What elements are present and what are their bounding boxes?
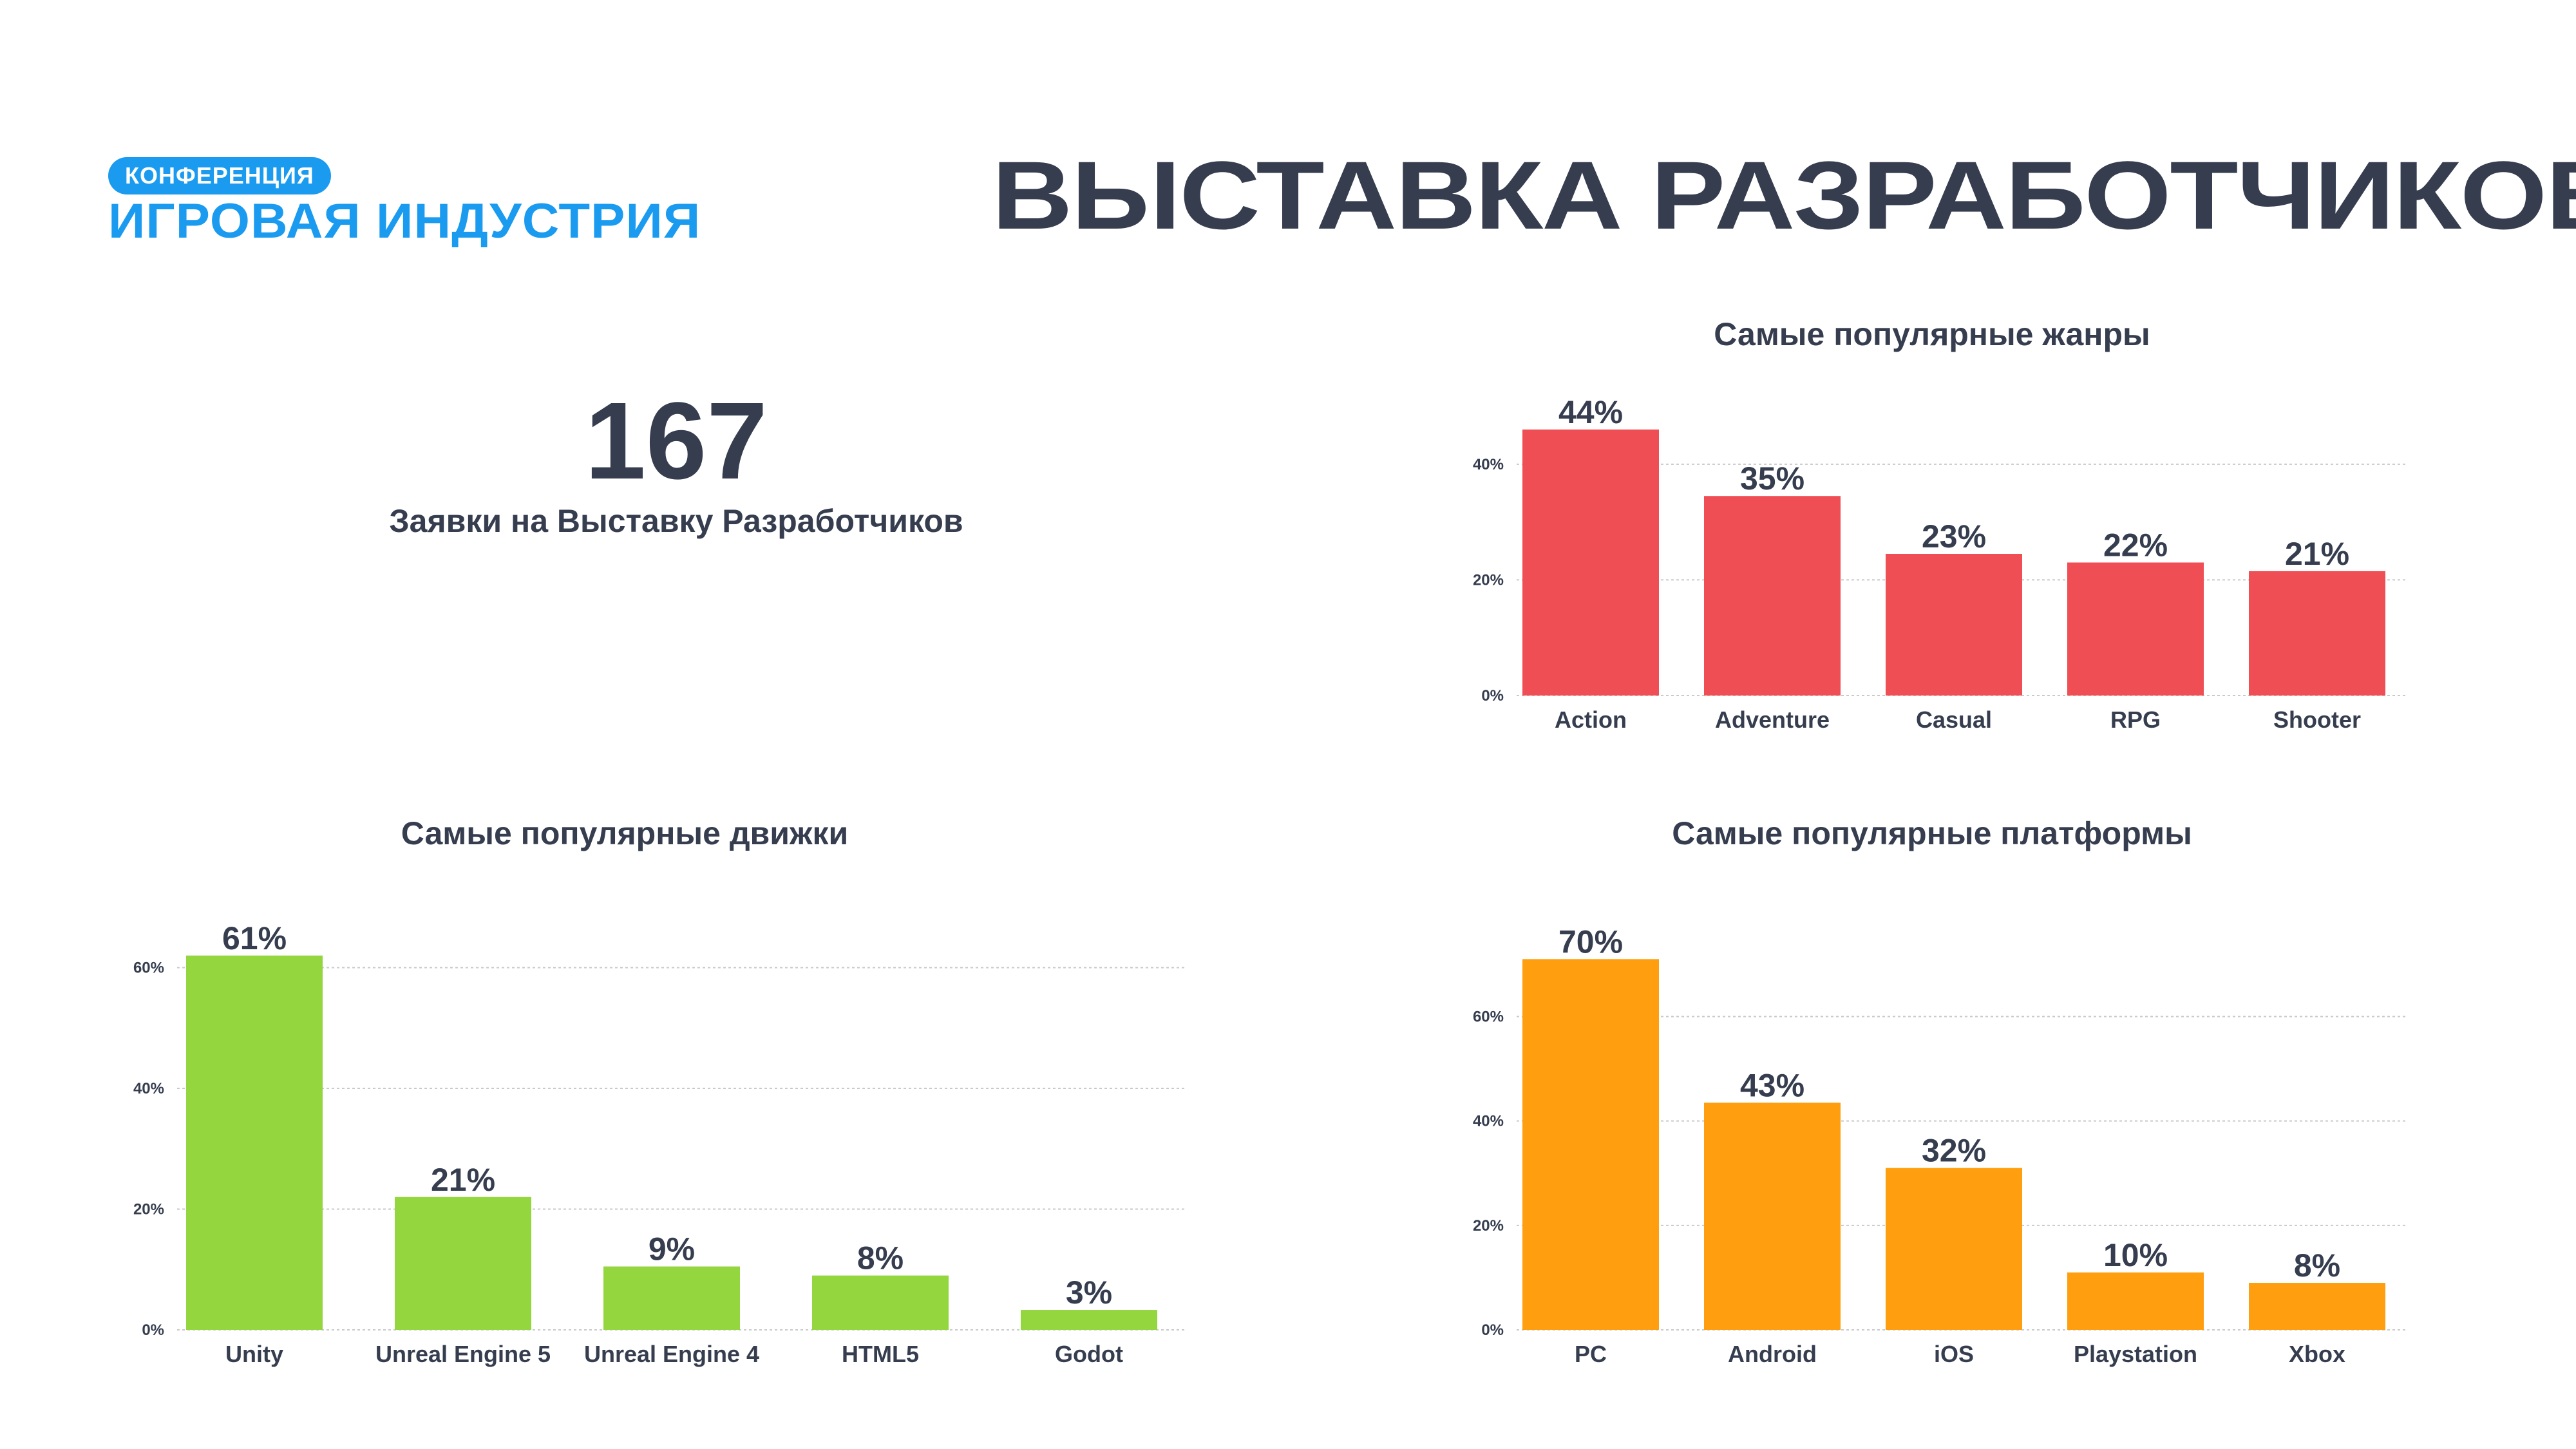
bar-html5 [812,1275,949,1330]
bar-xbox [2249,1283,2385,1330]
engines-chart: Самые популярные движки 0% 20% 40% 60% 61% Un… [77,815,1185,1394]
x-tick-label: Shooter [2273,706,2361,733]
x-tick-label: Adventure [1715,706,1830,733]
y-tick-label: 20% [133,1201,164,1218]
data-label: 43% [1740,1067,1804,1103]
bar-unreal-engine-5 [395,1197,531,1330]
data-label: 32% [1922,1133,1986,1169]
x-tick-label: Unreal Engine 5 [375,1341,551,1367]
y-tick-label: 60% [1473,1009,1504,1026]
kpi-value: 167 [585,380,768,502]
data-label: 35% [1740,460,1804,497]
genres-chart-plot: 0% 20% 40% 44% Action 35% Adventure 23% Casual 22… [1473,394,2405,733]
x-tick-label: Android [1728,1341,1817,1367]
page-title: ВЫСТАВКА РАЗРАБОТЧИКОВ [992,141,2576,249]
y-tick-label: 20% [1473,1217,1504,1235]
genres-chart: Самые популярные жанры 0% 20% 40% 44% Action… [1417,316,2447,753]
bar-unity [186,955,323,1330]
chart-title: Самые популярные движки [401,815,849,851]
x-tick-label: PC [1575,1341,1607,1367]
y-tick-label: 0% [1481,1321,1504,1339]
x-tick-label: Unreal Engine 4 [584,1341,759,1367]
y-tick-label: 0% [142,1321,164,1339]
chart-title: Самые популярные платформы [1672,815,2192,851]
data-label: 61% [222,920,287,956]
data-label: 21% [2285,536,2349,572]
x-tick-label: Godot [1055,1341,1123,1367]
x-tick-label: Action [1555,706,1627,733]
x-tick-label: iOS [1934,1341,1974,1367]
kpi-label: Заявки на Выставку Разработчиков [389,503,963,539]
x-tick-label: HTML5 [842,1341,919,1367]
data-label: 9% [649,1231,695,1267]
bar-adventure [1704,496,1841,696]
data-label: 10% [2103,1237,2168,1273]
x-tick-label: Casual [1916,706,1992,733]
data-label: 8% [2294,1247,2340,1283]
conference-logo: КОНФЕРЕНЦИЯ ИГРОВАЯ ИНДУСТРИЯ [108,157,700,246]
data-label: 3% [1066,1274,1112,1311]
platforms-chart: Самые популярные платформы 0% 20% 40% 60% 70… [1417,815,2447,1394]
data-label: 8% [857,1240,904,1276]
y-tick-label: 40% [133,1080,164,1097]
engines-chart-plot: 0% 20% 40% 60% 61% Unity 21% Unreal Engine 5 9% U… [133,920,1185,1367]
data-label: 70% [1558,923,1623,960]
bar-casual [1886,554,2022,696]
y-tick-label: 20% [1473,571,1504,589]
data-label: 44% [1558,394,1623,430]
y-tick-label: 40% [1473,1113,1504,1130]
x-tick-label: RPG [2110,706,2161,733]
bar-unreal-engine-4 [603,1266,740,1330]
bar-godot [1021,1310,1157,1330]
data-label: 23% [1922,518,1986,554]
bar-ios [1886,1168,2022,1330]
platforms-chart-plot: 0% 20% 40% 60% 70% PC 43% Android 32% iOS 10% Plays… [1473,923,2405,1367]
y-tick-label: 0% [1481,687,1504,705]
bar-rpg [2067,562,2204,696]
y-tick-label: 60% [133,960,164,977]
logo-brand: ИГРОВАЯ ИНДУСТРИЯ [108,194,701,249]
y-tick-label: 40% [1473,456,1504,473]
bar-pc [1522,959,1659,1330]
data-label: 22% [2103,527,2168,563]
logo-badge: КОНФЕРЕНЦИЯ [108,157,331,194]
chart-title: Самые популярные жанры [1714,316,2150,352]
x-tick-label: Xbox [2289,1341,2345,1367]
data-label: 21% [431,1162,495,1198]
bar-playstation [2067,1272,2204,1330]
x-tick-label: Unity [225,1341,283,1367]
bar-action [1522,429,1659,696]
bar-shooter [2249,571,2385,696]
bar-android [1704,1103,1841,1330]
applications-kpi: 167 Заявки на Выставку Разработчиков [129,386,1224,540]
x-tick-label: Playstation [2074,1341,2197,1367]
